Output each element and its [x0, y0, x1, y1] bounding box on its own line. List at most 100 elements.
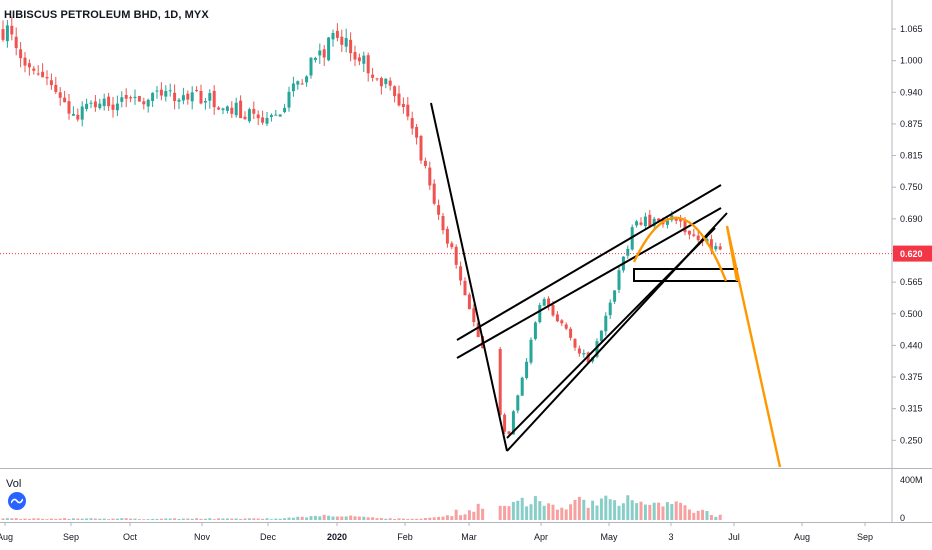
volume-bar [239, 518, 243, 520]
candle-body [401, 103, 405, 108]
candle-body [129, 97, 133, 99]
volume-bar [36, 518, 40, 520]
volume-bar [274, 518, 278, 520]
x-tick-label: Sep [63, 532, 79, 542]
candle-body [296, 81, 300, 85]
volume-bar [120, 518, 124, 520]
y-tick-label: 0.690 [900, 214, 923, 224]
volume-bar [503, 505, 507, 520]
candle-body [278, 114, 282, 117]
volume-bar [243, 518, 247, 520]
candle-body [23, 57, 27, 66]
volume-bar [71, 518, 75, 520]
x-tick-label: 3 [668, 532, 673, 542]
candle-body [397, 93, 401, 106]
volume-bar [643, 504, 647, 520]
candle-body [608, 302, 612, 316]
candle-body [102, 98, 106, 107]
volume-bar [208, 518, 212, 520]
x-tick-label: Mar [461, 532, 477, 542]
candle-body [85, 103, 89, 110]
candle-body [344, 38, 348, 47]
candle-body [366, 55, 370, 74]
candle-body [340, 36, 344, 45]
volume-bar [379, 518, 383, 520]
candle-body [665, 219, 669, 225]
volume-bar [406, 519, 410, 520]
volume-axis-label: 0 [900, 513, 905, 523]
volume-bar [533, 496, 537, 520]
volume-bar [573, 499, 577, 520]
volume-bar [432, 517, 436, 520]
candle-body [217, 107, 221, 110]
candle-body [643, 216, 647, 227]
candle-body [32, 68, 36, 71]
candle-body [432, 183, 436, 204]
volume-bar [621, 503, 625, 520]
volume-bar [300, 516, 304, 520]
x-tick-label: Nov [194, 532, 211, 542]
candle-body [181, 95, 185, 101]
volume-bar [54, 518, 58, 520]
candle-body [221, 108, 225, 111]
volume-bar [459, 515, 463, 520]
candle-body [454, 246, 458, 265]
candle-body [195, 90, 199, 92]
candle-body [212, 90, 216, 108]
candle-body [208, 93, 212, 101]
candle-body [683, 220, 687, 233]
candle-body [388, 80, 392, 86]
candle-body [525, 361, 529, 379]
volume-bar [388, 518, 392, 520]
trendline-drop [430, 102, 508, 452]
volume-bar [529, 504, 533, 520]
volume-bar [27, 518, 31, 520]
volume-bar [498, 505, 502, 520]
candle-body [322, 49, 326, 58]
candle-body [287, 91, 291, 108]
volume-bar [102, 518, 106, 520]
candle-body [595, 341, 599, 357]
volume-bar [551, 504, 555, 520]
volume-bar [230, 518, 234, 520]
x-tick-label: Aug [794, 532, 810, 542]
candle-body [80, 106, 84, 120]
candle-body [142, 101, 146, 105]
volume-bar [366, 517, 370, 520]
candle-body [626, 248, 630, 256]
volume-bar [49, 518, 53, 520]
candle-body [89, 102, 93, 104]
candle-body [313, 57, 317, 61]
volume-bar [111, 518, 115, 520]
volume-bar [181, 518, 185, 520]
wave-icon[interactable] [8, 492, 26, 510]
x-tick-label: Sep [857, 532, 873, 542]
volume-bar [173, 518, 177, 520]
candle-body [445, 228, 449, 244]
candle-body [124, 95, 128, 99]
volume-bar [164, 518, 168, 520]
volume-bar [428, 517, 432, 520]
y-tick-label: 0.440 [900, 340, 923, 350]
rounded-top-arc [632, 216, 728, 282]
volume-bar [415, 518, 419, 520]
volume-bar [555, 509, 559, 520]
candle-body [423, 160, 427, 166]
candle-body [516, 395, 520, 411]
candle-body [573, 338, 577, 348]
volume-bar [256, 518, 260, 520]
volume-bar [595, 505, 599, 520]
volume-bar [591, 500, 595, 520]
candle-body [71, 113, 75, 116]
candle-body [234, 102, 238, 116]
y-tick-label: 0.815 [900, 151, 923, 161]
volume-bar [349, 515, 353, 520]
volume-bar [137, 519, 141, 520]
volume-bar [674, 501, 678, 520]
volume-bar [335, 516, 339, 520]
volume-bar [692, 512, 696, 520]
volume-bar [516, 500, 520, 520]
candle-body [419, 136, 423, 161]
